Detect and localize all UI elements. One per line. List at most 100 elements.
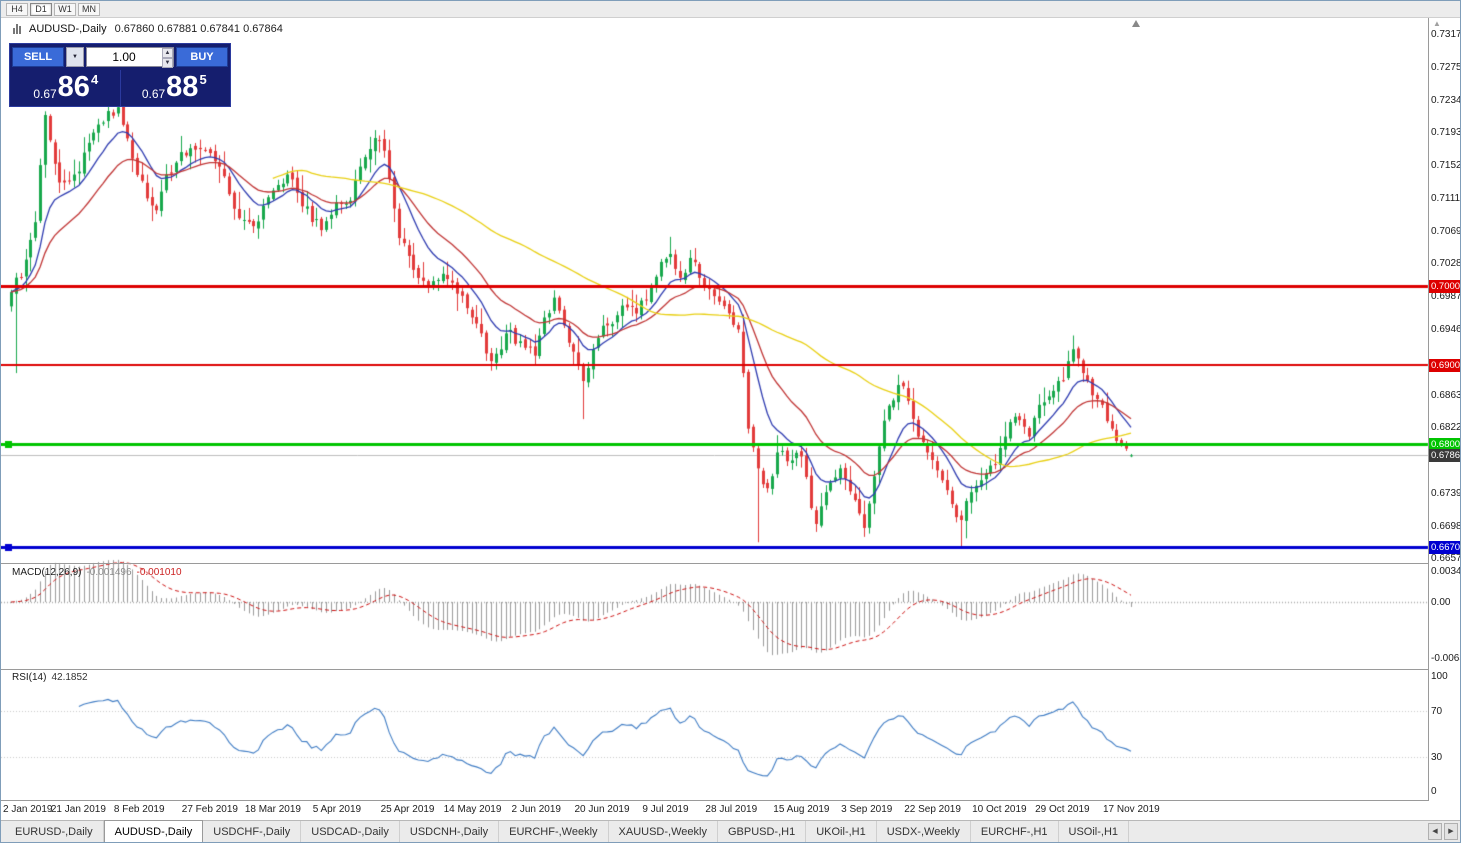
timeframe-button-d1[interactable]: D1 xyxy=(30,2,52,16)
price-axis-label: 0.73170 xyxy=(1431,29,1460,40)
macd-name: MACD(12,26,9) xyxy=(12,567,82,578)
price-axis-label: 0.69460 xyxy=(1431,323,1460,335)
panel-separator xyxy=(1,800,1460,801)
time-axis[interactable]: 2 Jan 2019 21 Jan 2019 8 Feb 2019 27 Feb 20… xyxy=(1,801,1429,819)
chart-tab[interactable]: USOil-,H1 xyxy=(1059,821,1130,842)
chart-tab[interactable]: EURCHF-,Weekly xyxy=(499,821,609,842)
price-axis-label: 0.70280 xyxy=(1431,258,1460,270)
date-axis-label: 2 Jan 2019 xyxy=(3,804,53,815)
ohlc-values: 0.67860 0.67881 0.67841 0.67864 xyxy=(114,23,283,35)
volume-decrease-button[interactable]: ▼ xyxy=(162,58,173,68)
price-badge: 0.70002 xyxy=(1429,279,1461,293)
macd-indicator-label: MACD(12,26,9) -0.001496 -0.001010 xyxy=(12,567,182,578)
chart-tab[interactable]: EURUSD-,Daily xyxy=(5,821,104,842)
macd-axis-label: 0.00 xyxy=(1431,597,1451,608)
price-badge: 0.66705 xyxy=(1429,541,1461,555)
price-axis-border xyxy=(1428,18,1429,801)
sell-price-prefix: 0.67 xyxy=(33,87,57,101)
buy-price[interactable]: 0.67 88 5 xyxy=(121,70,229,106)
chart-canvas[interactable] xyxy=(1,18,1429,801)
price-badge: 0.67864 xyxy=(1429,449,1461,463)
date-axis-label: 18 Mar 2019 xyxy=(244,804,301,815)
timeframe-button-mn[interactable]: MN xyxy=(78,2,100,16)
tab-scroll-left-button[interactable]: ◀ xyxy=(1428,823,1442,840)
macd-main-value: -0.001496 xyxy=(86,567,132,578)
date-axis-label: 5 Apr 2019 xyxy=(312,804,362,815)
volume-increase-button[interactable]: ▲ xyxy=(162,48,173,58)
price-badge: 0.68004 xyxy=(1429,438,1461,452)
chart-shift-marker-icon xyxy=(1132,20,1140,27)
panel-separator[interactable] xyxy=(1,669,1460,670)
price-axis-label: 0.68630 xyxy=(1431,389,1460,401)
tab-scroll-right-button[interactable]: ▶ xyxy=(1444,823,1458,840)
chart-tab[interactable]: AUDUSD-,Daily xyxy=(103,820,204,842)
rsi-axis-label: 0 xyxy=(1431,786,1437,797)
volume-field-wrap: ▲ ▼ xyxy=(86,47,174,68)
chart-tabs-bar: EURUSD-,Daily AUDUSD-,Daily USDCHF-,Daily U… xyxy=(1,820,1460,842)
price-axis-label: 0.67390 xyxy=(1431,487,1460,499)
chart-symbol-header: AUDUSD-,Daily 0.67860 0.67881 0.67841 0.… xyxy=(13,23,283,35)
date-axis-label: 8 Feb 2019 xyxy=(113,804,165,815)
chart-tab[interactable]: UKOil-,H1 xyxy=(806,821,877,842)
volume-dropdown-button[interactable]: ▼ xyxy=(66,47,84,67)
date-axis-label: 27 Feb 2019 xyxy=(181,804,238,815)
date-axis-label: 17 Nov 2019 xyxy=(1103,804,1160,815)
date-axis-label: 21 Jan 2019 xyxy=(50,804,106,815)
date-axis-label: 14 May 2019 xyxy=(443,804,502,815)
trade-panel-controls: SELL ▼ ▲ ▼ BUY xyxy=(12,46,228,68)
rsi-axis-label: 100 xyxy=(1431,671,1448,682)
price-axis-label: 0.68220 xyxy=(1431,422,1460,434)
sell-price-sup: 4 xyxy=(90,72,99,87)
chart-tab[interactable]: GBPUSD-,H1 xyxy=(718,821,807,842)
date-axis-label: 28 Jul 2019 xyxy=(705,804,758,815)
sell-price[interactable]: 0.67 86 4 xyxy=(12,70,121,106)
chart-tab[interactable]: USDCHF-,Daily xyxy=(203,821,302,842)
sell-button[interactable]: SELL xyxy=(12,47,64,67)
rsi-indicator-label: RSI(14) 42.1852 xyxy=(12,672,88,683)
chart-tab[interactable]: EURCHF-,H1 xyxy=(971,821,1059,842)
chart-tab[interactable]: USDCNH-,Daily xyxy=(400,821,500,842)
date-axis-label: 3 Sep 2019 xyxy=(841,804,893,815)
date-axis-label: 20 Jun 2019 xyxy=(574,804,630,815)
price-axis-label: 0.71520 xyxy=(1431,160,1460,172)
rsi-axis-label: 30 xyxy=(1431,751,1443,763)
chart-tab[interactable]: XAUUSD-,Weekly xyxy=(609,821,718,842)
price-axis-label: 0.72340 xyxy=(1431,94,1460,106)
price-axis-label: 0.70690 xyxy=(1431,225,1460,237)
timeframe-button-w1[interactable]: W1 xyxy=(54,2,76,16)
price-axis-label: 0.66570 xyxy=(1431,553,1460,565)
price-axis-label: 0.72750 xyxy=(1431,62,1460,74)
rsi-name: RSI(14) xyxy=(12,672,47,683)
symbol-title: AUDUSD-,Daily xyxy=(29,23,107,35)
panel-separator[interactable] xyxy=(1,563,1460,564)
date-axis-label: 9 Jul 2019 xyxy=(642,804,689,815)
buy-button[interactable]: BUY xyxy=(176,47,228,67)
date-axis-label: 10 Oct 2019 xyxy=(972,804,1027,815)
timeframe-button-h4[interactable]: H4 xyxy=(6,2,28,16)
price-axis[interactable]: ▲ 0.73170 0.72750 0.72340 0.71930 0.71520 0.7… xyxy=(1429,18,1461,801)
one-click-trading-panel: SELL ▼ ▲ ▼ BUY 0.67 86 4 0.67 88 5 xyxy=(9,43,231,107)
rsi-value: 42.1852 xyxy=(51,672,88,683)
tab-scroll-arrows: ◀ ▶ xyxy=(1428,823,1458,840)
chart-tab[interactable]: USDX-,Weekly xyxy=(877,821,971,842)
sell-price-big: 86 xyxy=(57,71,90,103)
rsi-axis-label: 70 xyxy=(1431,705,1443,717)
timeframe-toolbar: H4 D1 W1 MN xyxy=(1,1,1460,18)
buy-price-prefix: 0.67 xyxy=(141,87,166,101)
date-axis-label: 2 Jun 2019 xyxy=(511,804,561,815)
price-axis-label: 0.69870 xyxy=(1431,291,1460,303)
volume-input[interactable] xyxy=(86,47,174,67)
chart-icon xyxy=(13,24,21,34)
macd-axis-label: -0.00637 xyxy=(1431,653,1460,665)
price-axis-label: 0.66980 xyxy=(1431,520,1460,532)
date-axis-label: 25 Apr 2019 xyxy=(380,804,435,815)
date-axis-label: 15 Aug 2019 xyxy=(773,804,830,815)
macd-signal-value: -0.001010 xyxy=(136,567,182,578)
buy-price-sup: 5 xyxy=(199,72,207,87)
buy-price-big: 88 xyxy=(166,71,199,103)
macd-axis-label: 0.00349 xyxy=(1431,566,1460,578)
chart-tab[interactable]: USDCAD-,Daily xyxy=(301,821,400,842)
volume-spinner: ▲ ▼ xyxy=(162,48,173,68)
